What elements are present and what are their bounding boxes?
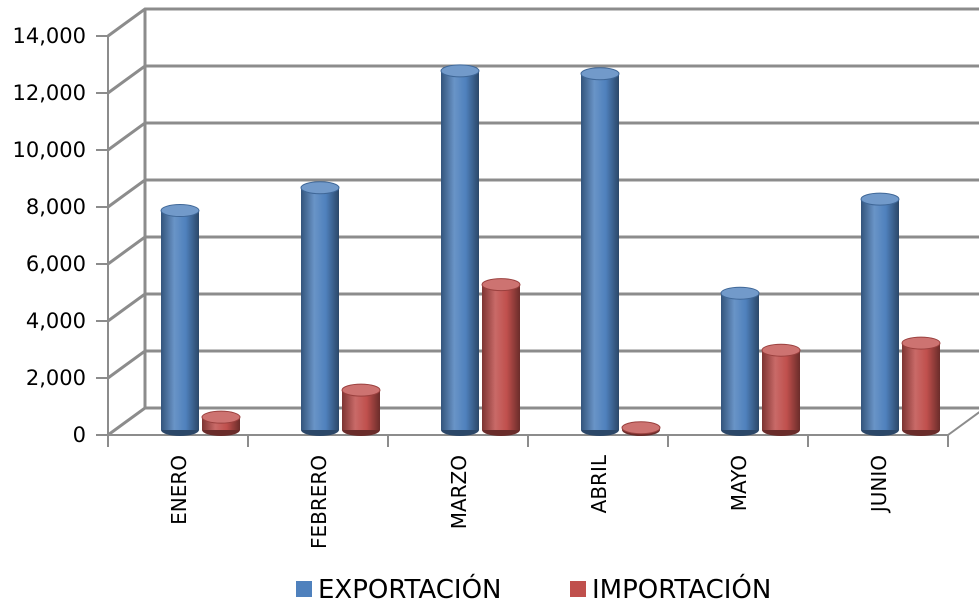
bar (720, 286, 760, 436)
x-tick-label: ENERO (167, 455, 191, 525)
plot-area (160, 64, 941, 436)
y-tick-label: 0 (73, 423, 86, 447)
x-tick-label: ABRIL (587, 454, 611, 513)
y-tick-label: 8,000 (26, 195, 86, 219)
x-axis: ENERO FEBRERO MARZO ABRIL MAYO JUNIO (107, 435, 949, 549)
x-tick-label: FEBRERO (307, 455, 331, 549)
gridline (107, 121, 979, 152)
y-tick-label: 4,000 (26, 309, 86, 333)
y-axis: 0 2,000 4,000 6,000 8,000 10,000 12,000 14,000 (13, 24, 108, 447)
legend-entry: IMPORTACIÓN (570, 573, 771, 605)
legend-label: IMPORTACIÓN (592, 573, 771, 605)
gridline (107, 178, 979, 209)
grid (107, 7, 979, 437)
gridline (107, 235, 979, 266)
bar (761, 343, 801, 436)
gridline (107, 7, 979, 38)
bar (901, 336, 941, 436)
bar (160, 204, 200, 436)
bar (621, 421, 661, 436)
bar (481, 278, 521, 436)
x-tick-label: JUNIO (867, 455, 891, 514)
floor-edge (947, 411, 979, 436)
y-tick-label: 14,000 (13, 24, 86, 48)
gridline (107, 64, 979, 95)
y-tick-label: 6,000 (26, 252, 86, 276)
bar (341, 383, 381, 436)
legend-swatch (570, 581, 586, 597)
legend-swatch (296, 581, 312, 597)
x-tick-label: MARZO (447, 455, 471, 529)
y-tick-label: 10,000 (13, 138, 86, 162)
bar (580, 67, 620, 436)
gridline (107, 349, 979, 380)
y-tick-label: 12,000 (13, 81, 86, 105)
x-tick-label: MAYO (727, 455, 751, 511)
gridline (107, 292, 979, 323)
bar (860, 192, 900, 436)
bar (300, 181, 340, 436)
legend-entry: EXPORTACIÓN (296, 573, 502, 605)
legend: EXPORTACIÓN IMPORTACIÓN (296, 573, 771, 605)
bar (440, 64, 480, 436)
y-tick-label: 2,000 (26, 366, 86, 390)
bar (201, 410, 241, 436)
legend-label: EXPORTACIÓN (318, 573, 502, 605)
